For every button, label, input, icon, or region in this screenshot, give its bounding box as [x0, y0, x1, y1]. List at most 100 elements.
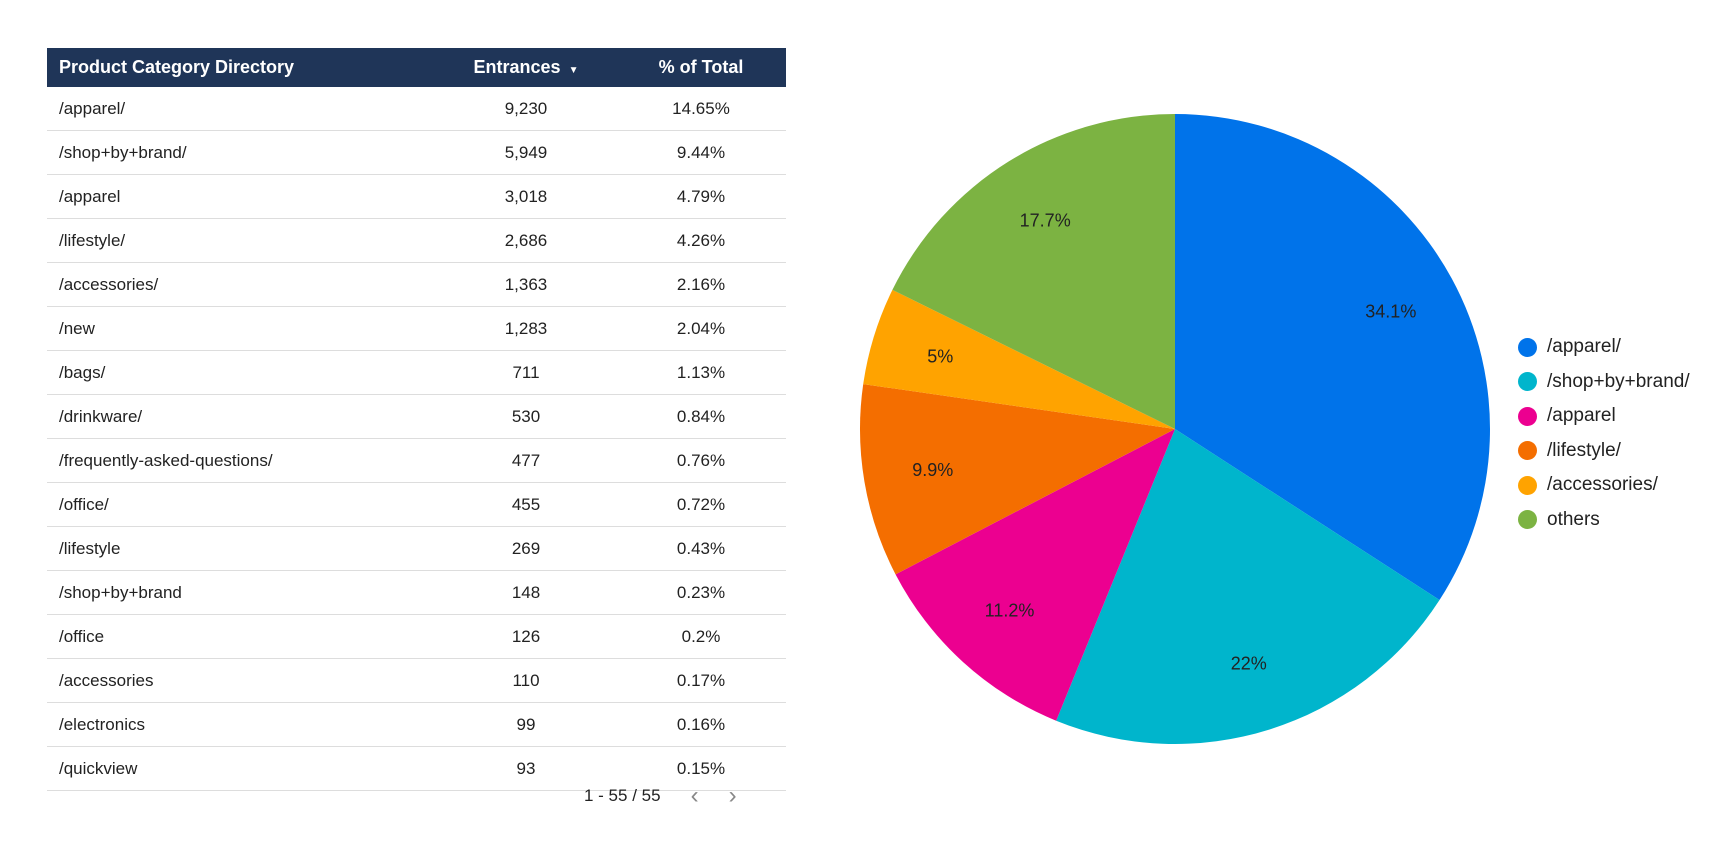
header-label: Product Category Directory	[59, 57, 295, 77]
legend-label: others	[1547, 508, 1600, 530]
legend-swatch	[1518, 475, 1537, 495]
cell-percent: 9.44%	[616, 130, 786, 175]
table-row[interactable]: /quickview 93 0.15%	[47, 746, 786, 791]
cell-entrances: 269	[436, 526, 616, 571]
table-row[interactable]: /electronics 99 0.16%	[47, 702, 786, 747]
cell-entrances: 455	[436, 482, 616, 527]
cell-directory: /accessories	[47, 658, 436, 703]
slice-label: 5%	[927, 346, 953, 366]
legend-item[interactable]: /accessories/	[1518, 468, 1690, 503]
header-percent-total[interactable]: % of Total	[616, 48, 786, 87]
cell-percent: 0.76%	[616, 438, 786, 483]
pie-slice[interactable]	[892, 114, 1175, 429]
cell-entrances: 1,363	[436, 262, 616, 307]
legend: /apparel/ /shop+by+brand/ /apparel/lifesty…	[1518, 330, 1690, 537]
cell-directory: /bags/	[47, 350, 436, 395]
cell-entrances: 93	[436, 746, 616, 791]
cell-directory: /quickview	[47, 746, 436, 791]
cell-entrances: 3,018	[436, 174, 616, 219]
legend-item[interactable]: others	[1518, 503, 1690, 538]
legend-item[interactable]: /shop+by+brand/	[1518, 365, 1690, 400]
cell-directory: /apparel/	[47, 87, 436, 131]
cell-entrances: 2,686	[436, 218, 616, 263]
cell-directory: /drinkware/	[47, 394, 436, 439]
table-row[interactable]: /office/455 0.72%	[47, 482, 786, 527]
table-row[interactable]: /shop+by+brand/5,949 9.44%	[47, 130, 786, 175]
legend-label: /lifestyle/	[1547, 439, 1621, 461]
cell-entrances: 477	[436, 438, 616, 483]
cell-percent: 0.17%	[616, 658, 786, 703]
table-row[interactable]: /frequently-asked-questions/477 0.76%	[47, 438, 786, 483]
table-row[interactable]: /apparel 3,018 4.79%	[47, 174, 786, 219]
cell-percent: 2.16%	[616, 262, 786, 307]
table-row[interactable]: /shop+by+brand 148 0.23%	[47, 570, 786, 615]
next-page-button[interactable]: ›	[728, 782, 737, 809]
cell-directory: /shop+by+brand/	[47, 130, 436, 175]
cell-entrances: 9,230	[436, 87, 616, 131]
table-row[interactable]: /accessories 110 0.17%	[47, 658, 786, 703]
legend-item[interactable]: /apparel	[1518, 399, 1690, 434]
table-row[interactable]: /drinkware/530 0.84%	[47, 394, 786, 439]
cell-directory: /office	[47, 614, 436, 659]
legend-label: /shop+by+brand/	[1547, 370, 1690, 392]
table-row[interactable]: /office 126 0.2%	[47, 614, 786, 659]
cell-percent: 0.84%	[616, 394, 786, 439]
legend-swatch	[1518, 510, 1537, 530]
legend-item[interactable]: /lifestyle/	[1518, 434, 1690, 469]
cell-entrances: 126	[436, 614, 616, 659]
pie-slice[interactable]	[1056, 429, 1440, 745]
cell-directory: /frequently-asked-questions/	[47, 438, 436, 483]
cell-percent: 0.16%	[616, 702, 786, 747]
legend-swatch	[1518, 441, 1537, 461]
cell-percent: 0.2%	[616, 614, 786, 659]
slice-label: 9.9%	[912, 460, 953, 480]
pie-slice[interactable]	[895, 429, 1175, 721]
header-label: Entrances	[473, 57, 561, 77]
prev-page-button[interactable]: ‹	[690, 782, 699, 809]
page-range: 1 - 55 / 55	[584, 786, 661, 805]
legend-label: /accessories/	[1547, 474, 1658, 496]
legend-item[interactable]: /apparel/	[1518, 330, 1690, 365]
sort-descending-icon[interactable]: ▼	[568, 65, 579, 76]
pagination: 1 - 55 / 55 ‹ ›	[584, 782, 737, 810]
table-row[interactable]: /accessories/1,363 2.16%	[47, 262, 786, 307]
pie-slice[interactable]	[863, 289, 1175, 429]
table-row[interactable]: /apparel/9,230 14.65%	[47, 87, 786, 131]
pie-slice[interactable]	[860, 384, 1175, 575]
cell-entrances: 711	[436, 350, 616, 395]
cell-entrances: 99	[436, 702, 616, 747]
cell-directory: /accessories/	[47, 262, 436, 307]
slice-label: 22%	[1231, 653, 1267, 673]
slice-label: 34.1%	[1365, 302, 1416, 322]
legend-swatch	[1518, 406, 1537, 426]
cell-percent: 0.23%	[616, 570, 786, 615]
cell-entrances: 5,949	[436, 130, 616, 175]
table-row[interactable]: /new 1,283 2.04%	[47, 306, 786, 351]
cell-directory: /lifestyle/	[47, 218, 436, 263]
legend-label: /apparel/	[1547, 336, 1621, 358]
legend-swatch	[1518, 337, 1537, 357]
cell-percent: 4.79%	[616, 174, 786, 219]
cell-directory: /new	[47, 306, 436, 351]
cell-entrances: 1,283	[436, 306, 616, 351]
cell-percent: 0.72%	[616, 482, 786, 527]
cell-entrances: 148	[436, 570, 616, 615]
header-entrances[interactable]: Entrances ▼	[436, 48, 616, 87]
table-row[interactable]: /lifestyle 269 0.43%	[47, 526, 786, 571]
cell-percent: 2.04%	[616, 306, 786, 351]
slice-label: 17.7%	[1020, 210, 1071, 230]
cell-percent: 0.15%	[616, 746, 786, 791]
pie-slice[interactable]	[1175, 114, 1491, 601]
data-table: Product Category Directory Entrances ▼ % …	[47, 48, 786, 791]
cell-percent: 1.13%	[616, 350, 786, 395]
cell-directory: /electronics	[47, 702, 436, 747]
cell-directory: /office/	[47, 482, 436, 527]
table-row[interactable]: /lifestyle/2,686 4.26%	[47, 218, 786, 263]
header-product-category[interactable]: Product Category Directory	[47, 48, 436, 87]
legend-label: /apparel	[1547, 405, 1616, 427]
legend-swatch	[1518, 372, 1537, 392]
table-row[interactable]: /bags/711 1.13%	[47, 350, 786, 395]
cell-percent: 0.43%	[616, 526, 786, 571]
cell-percent: 14.65%	[616, 87, 786, 131]
